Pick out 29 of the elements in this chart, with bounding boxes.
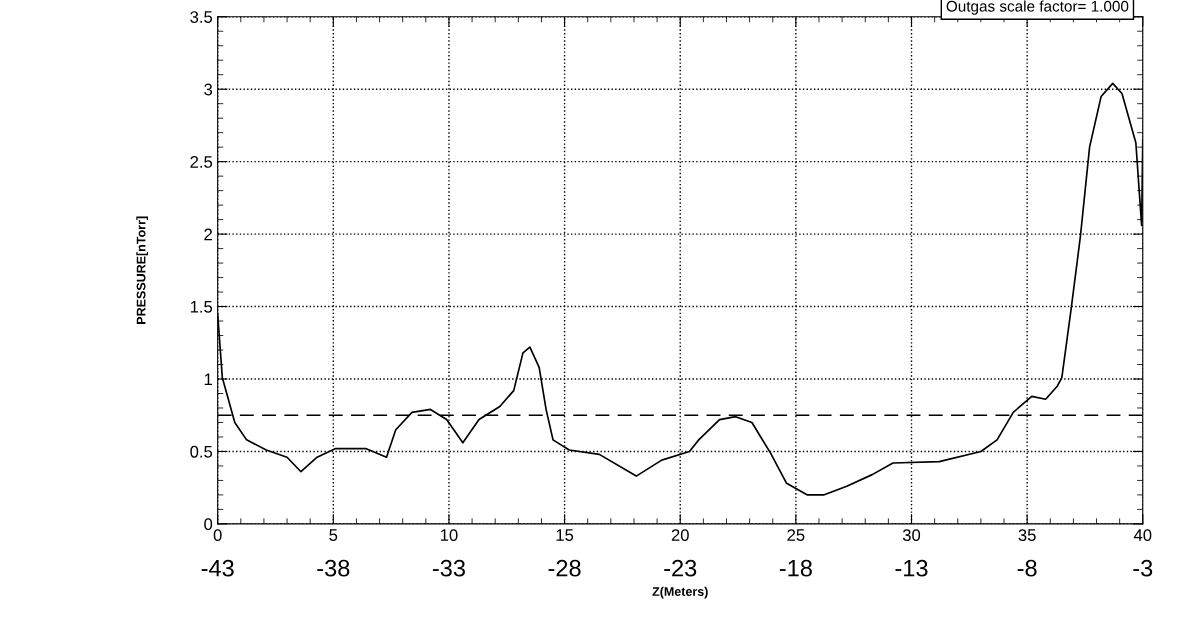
x2-tick-label: -33 (432, 559, 465, 577)
y-tick-label: 2 (204, 228, 212, 241)
x-tick-label: 25 (787, 529, 805, 541)
x2-tick-label: -8 (1017, 559, 1037, 577)
y-tick-label: 3.5 (190, 11, 213, 23)
x2-tick-label: -18 (779, 559, 812, 577)
y-tick-label: 3 (204, 83, 213, 96)
y-axis-title: PRESSURE[nTorr] (136, 216, 148, 324)
x2-tick-label: -38 (317, 559, 350, 577)
x2-tick-label: -23 (664, 559, 697, 577)
y-tick-label: 2.5 (190, 156, 213, 168)
x-tick-label: 15 (556, 529, 574, 541)
x-axis-title: Z(Meters) (652, 586, 708, 599)
x-tick-label: 35 (1018, 529, 1036, 541)
y-tick-label: 1.5 (190, 301, 213, 313)
x2-tick-label: -43 (201, 559, 234, 577)
x2-tick-label: -28 (548, 559, 581, 577)
text: Outgas scale factor= 1.000 (946, 0, 1129, 15)
y-tick-label: 1 (204, 373, 212, 386)
x-tick-label: 40 (1133, 529, 1152, 541)
x-tick-label: 30 (902, 529, 921, 541)
x-tick-label: 10 (440, 529, 458, 541)
x-tick-label: 5 (329, 529, 338, 541)
x-tick-label: 20 (671, 529, 689, 541)
x2-tick-label: -3 (1133, 559, 1153, 577)
y-tick-label: 0 (204, 518, 213, 531)
x-tick-label: 0 (213, 529, 222, 541)
x2-tick-label: -13 (895, 559, 928, 577)
y-tick-label: 0.5 (190, 445, 213, 458)
